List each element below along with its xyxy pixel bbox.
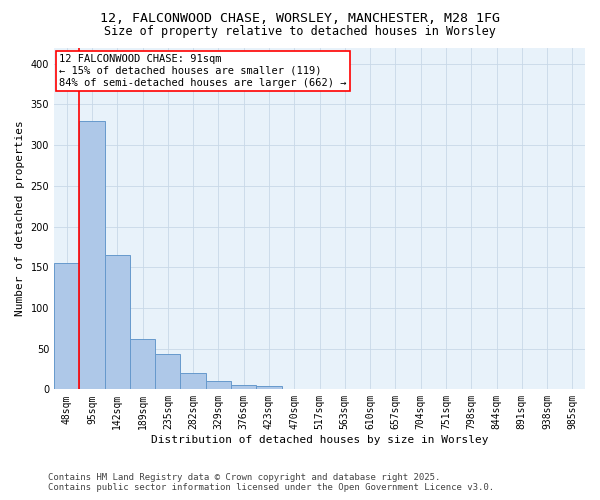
Text: 12 FALCONWOOD CHASE: 91sqm
← 15% of detached houses are smaller (119)
84% of sem: 12 FALCONWOOD CHASE: 91sqm ← 15% of deta… (59, 54, 347, 88)
X-axis label: Distribution of detached houses by size in Worsley: Distribution of detached houses by size … (151, 435, 488, 445)
Bar (231, 386, 256, 390)
Bar (104, 255, 130, 390)
Bar (79, 120, 104, 390)
Bar (281, 388, 307, 390)
Text: 12, FALCONWOOD CHASE, WORSLEY, MANCHESTER, M28 1FG: 12, FALCONWOOD CHASE, WORSLEY, MANCHESTE… (100, 12, 500, 26)
Text: Contains HM Land Registry data © Crown copyright and database right 2025.
Contai: Contains HM Land Registry data © Crown c… (48, 473, 494, 492)
Bar (54, 263, 79, 390)
Text: Size of property relative to detached houses in Worsley: Size of property relative to detached ho… (104, 25, 496, 38)
Bar (256, 386, 281, 390)
Y-axis label: Number of detached properties: Number of detached properties (15, 120, 25, 316)
Bar (206, 381, 231, 390)
Bar (155, 354, 181, 390)
Bar (181, 373, 206, 390)
Bar (130, 339, 155, 390)
